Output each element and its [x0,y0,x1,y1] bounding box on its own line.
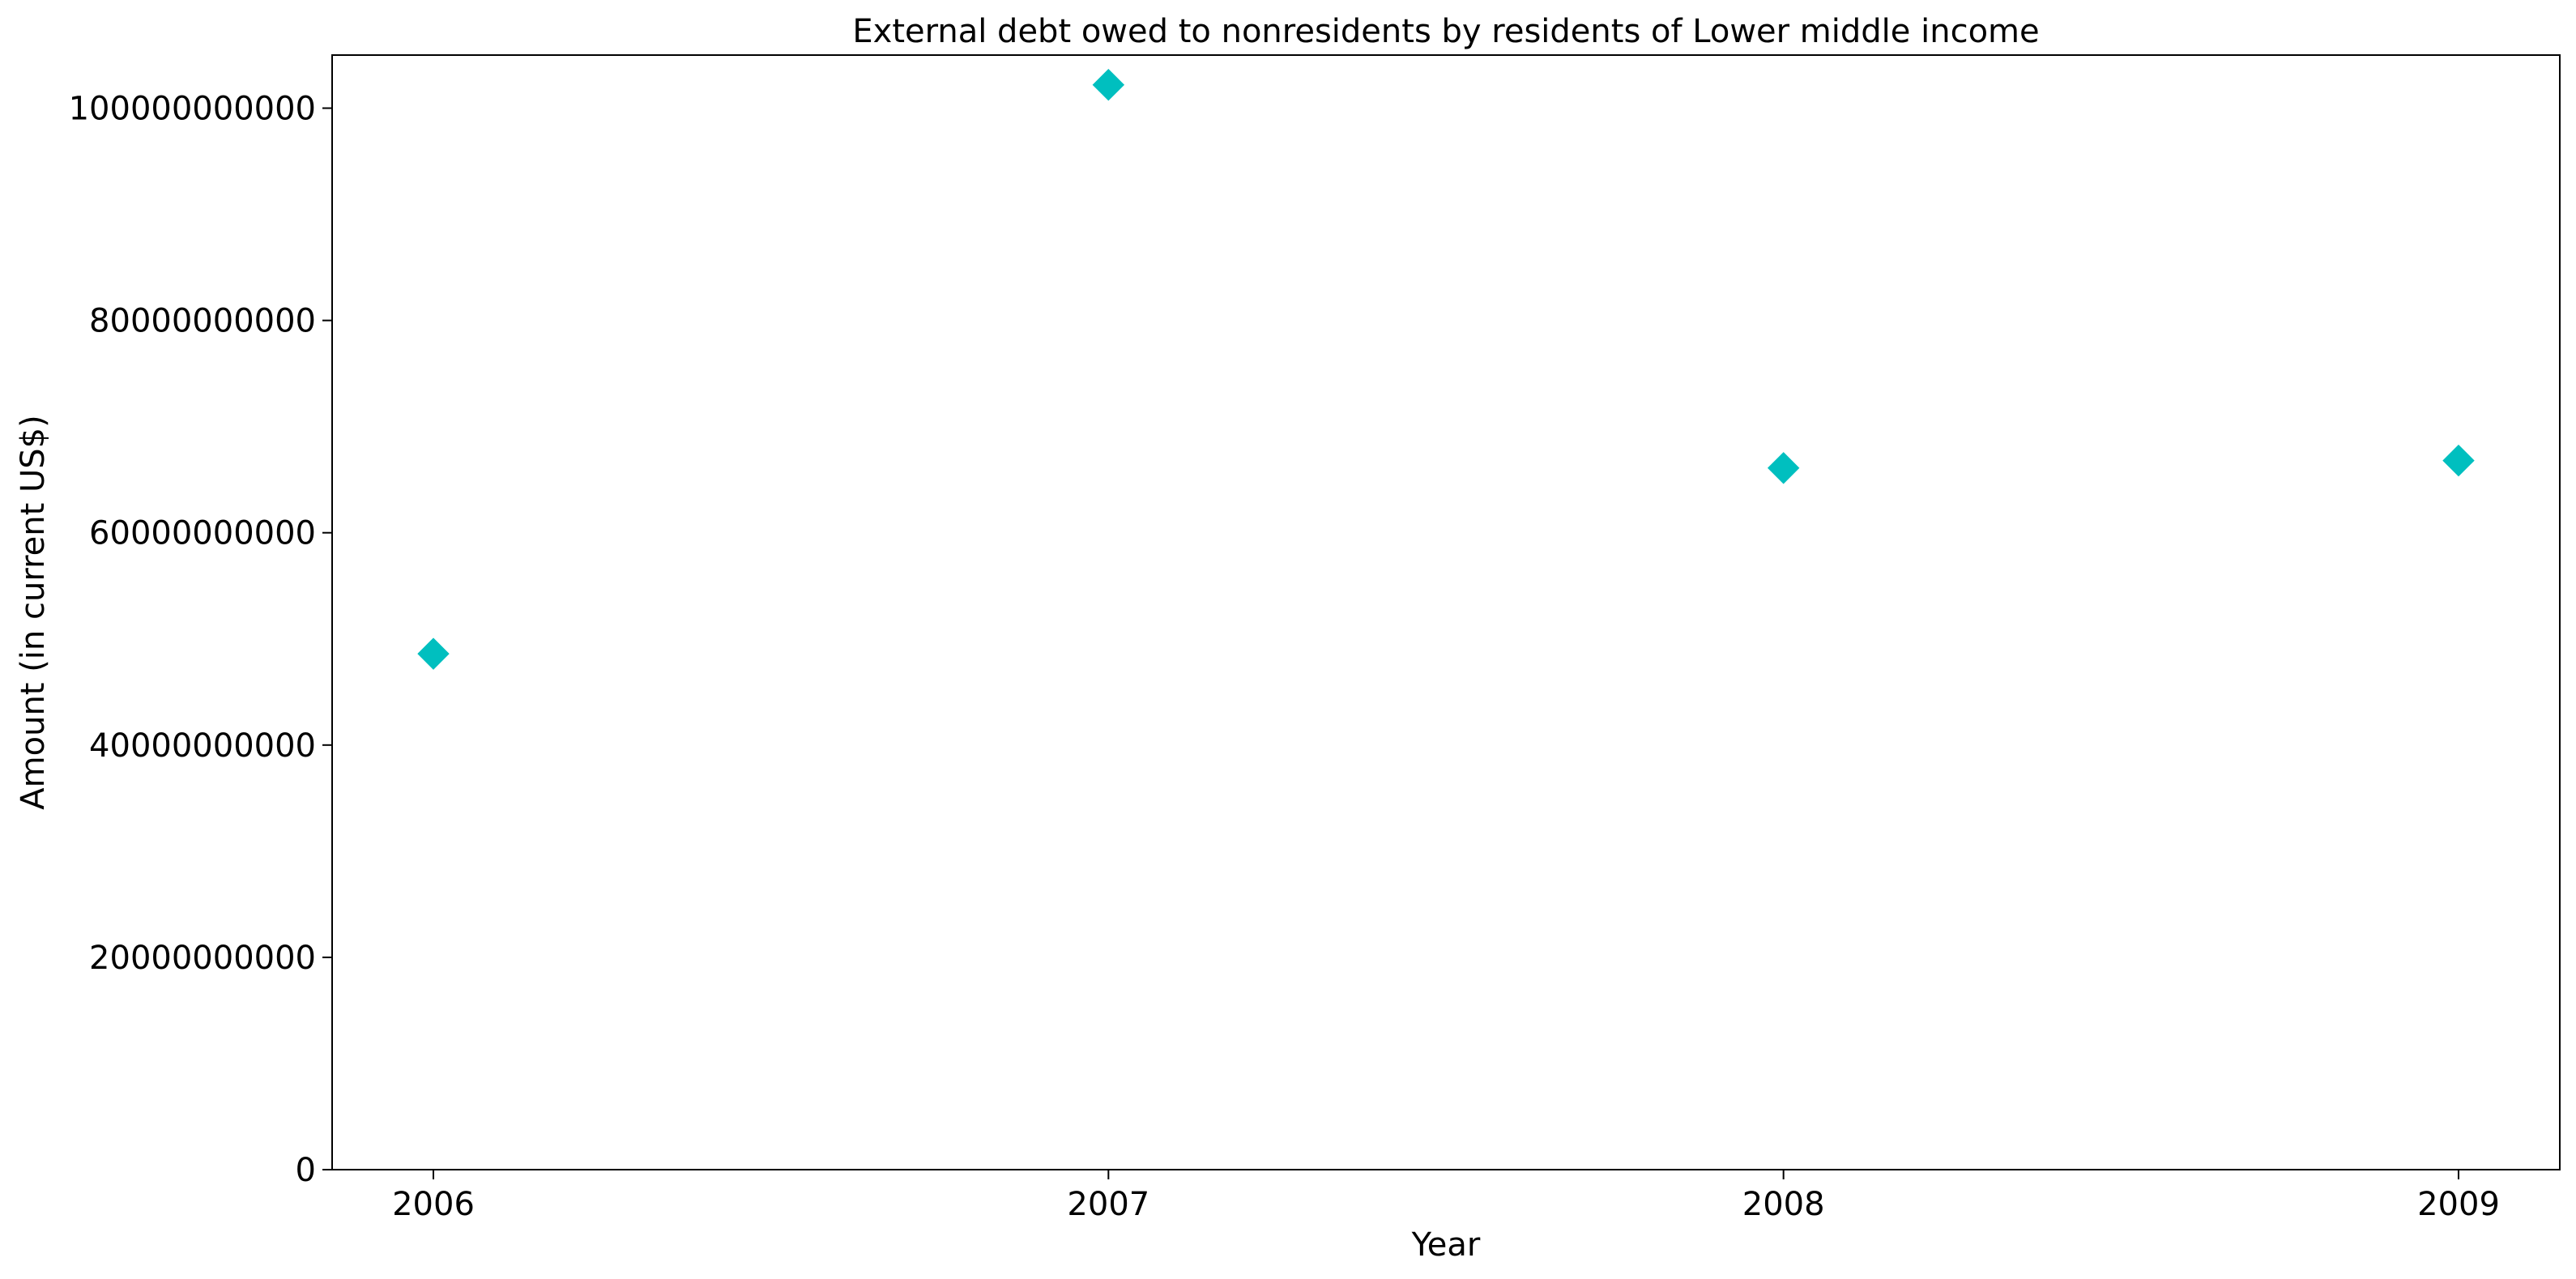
y-tick-label: 100000000000 [69,91,316,128]
chart-title: External debt owed to nonresidents by re… [852,13,2039,50]
x-tick-label: 2007 [1067,1186,1149,1223]
y-tick-label: 20000000000 [89,940,316,977]
y-tick-label: 40000000000 [89,727,316,765]
x-tick-label: 2008 [1742,1186,1825,1223]
y-tick-label: 60000000000 [89,515,316,552]
x-axis-ticks: 2006 2007 2008 2009 [392,1170,2500,1223]
y-tick-label: 80000000000 [89,303,316,340]
scatter-point-3 [2442,444,2475,477]
scatter-point-1 [1092,68,1125,101]
y-axis-ticks: 0 20000000000 40000000000 60000000000 800000… [69,91,332,1189]
scatter-point-2 [1767,452,1800,484]
x-tick-label: 2009 [2417,1186,2500,1223]
x-tick-label: 2006 [392,1186,475,1223]
data-points [417,68,2475,670]
y-tick-label: 0 [296,1152,316,1189]
x-axis-label: Year [1411,1226,1481,1264]
scatter-point-0 [417,637,450,670]
y-axis-label: Amount (in current US$) [15,415,52,809]
plot-area-frame [331,54,2561,1170]
